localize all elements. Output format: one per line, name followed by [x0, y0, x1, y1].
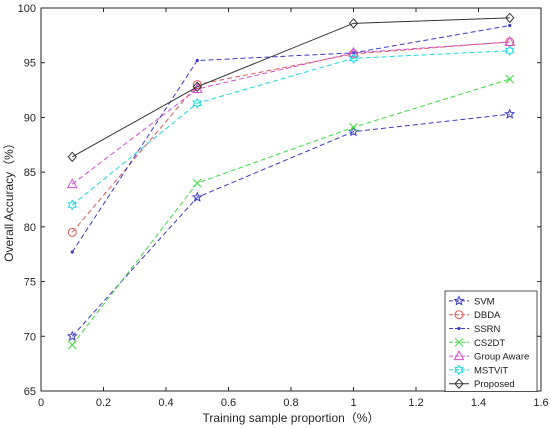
legend-marker [454, 310, 464, 320]
data-point [67, 227, 77, 237]
y-tick-label: 90 [24, 112, 36, 124]
series-layer [66, 12, 516, 350]
data-point [66, 330, 78, 342]
series-ssrn [70, 23, 512, 254]
legend-item: SVM [449, 295, 495, 307]
x-tick-label: 0 [38, 397, 44, 409]
data-point [505, 12, 515, 24]
y-tick-label: 75 [24, 277, 36, 289]
legend-marker [454, 378, 464, 389]
legend-marker [454, 337, 464, 347]
x-tick-label: 1.2 [408, 397, 423, 409]
data-point [67, 199, 78, 211]
data-point [70, 250, 74, 254]
x-tick-label: 1 [350, 397, 356, 409]
data-point [348, 52, 359, 64]
legend-marker [454, 364, 464, 376]
series-line [71, 25, 510, 253]
data-point [192, 80, 202, 90]
data-point [504, 108, 516, 119]
y-tick-label: 80 [24, 222, 36, 234]
series-mstvit [67, 45, 515, 211]
legend-label: SVM [474, 296, 495, 307]
legend-item: Proposed [449, 378, 515, 390]
legend-item: SSRN [449, 324, 501, 335]
data-point [504, 45, 515, 57]
legend-item: Group Aware [449, 350, 529, 363]
series-cs2dt [67, 74, 515, 350]
data-point [508, 23, 512, 28]
x-tick-label: 1.6 [533, 397, 548, 409]
legend-marker [453, 350, 465, 361]
data-point [67, 340, 77, 350]
legend-marker [457, 326, 461, 331]
data-point [505, 74, 515, 84]
data-point [192, 178, 202, 188]
series-line [71, 41, 510, 233]
series-line [71, 50, 510, 206]
data-point [192, 81, 202, 93]
legend-item: CS2DT [449, 338, 505, 349]
data-point [349, 122, 358, 132]
series-line [71, 41, 510, 185]
data-point [195, 58, 199, 63]
y-axis-label: Overall Accuracy（%） [2, 137, 16, 262]
x-tick-label: 0.8 [283, 397, 298, 409]
legend-item: MSTViT [449, 364, 508, 376]
series-line [72, 17, 510, 158]
data-point [348, 46, 359, 57]
legend-label: Group Aware [474, 352, 529, 363]
legend-label: CS2DT [474, 338, 505, 349]
data-point [348, 18, 359, 29]
data-point [67, 151, 77, 163]
legend-item: DBDA [449, 310, 501, 321]
legend-label: MSTViT [474, 365, 508, 376]
y-tick-label: 65 [24, 386, 36, 398]
y-tick-label: 70 [24, 331, 36, 343]
x-tick-label: 0.4 [158, 397, 173, 409]
legend-marker [453, 295, 465, 306]
x-tick-label: 0.6 [221, 397, 236, 409]
series-line [71, 78, 510, 346]
series-line [71, 113, 510, 337]
y-tick-label: 100 [18, 3, 36, 15]
legend-label: DBDA [474, 310, 501, 321]
data-point [192, 97, 203, 109]
legend-label: Proposed [474, 379, 515, 390]
y-tick-label: 95 [24, 58, 36, 70]
x-tick-label: 1.4 [471, 397, 486, 409]
series-proposed [67, 12, 515, 163]
axis-ticks: 0 0.2 0.4 0.6 0.8 1 1.2 1.4 1.6 65 70 75 80 85 90 95 100 [18, 3, 549, 409]
x-tick-label: 0.2 [96, 397, 111, 409]
legend-label: SSRN [474, 324, 501, 335]
data-point [191, 191, 203, 203]
x-axis-label: Training sample proportion（%） [203, 411, 380, 425]
data-point [66, 178, 78, 189]
legend: SVM DBDA SSRN CS2DT Group Aware MSTViT Propose… [444, 290, 538, 392]
y-tick-label: 85 [24, 167, 36, 179]
